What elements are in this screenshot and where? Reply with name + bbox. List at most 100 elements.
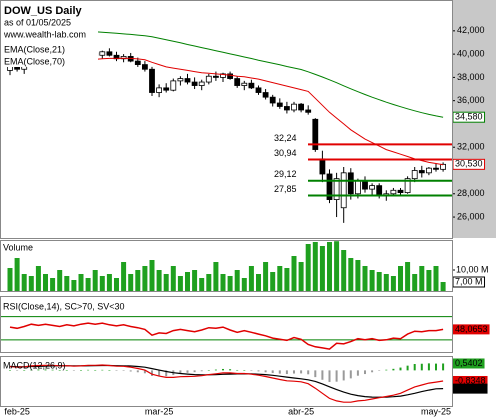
volume-bar — [177, 276, 183, 291]
volume-bar — [319, 246, 325, 291]
volume-bar — [50, 278, 56, 291]
histogram-bar — [165, 370, 168, 377]
histogram-bar — [186, 370, 189, 373]
volume-bar — [440, 282, 446, 291]
price-panel-frame — [0, 0, 453, 239]
candle-body — [262, 92, 269, 98]
candle-body — [149, 68, 155, 93]
histogram-bar — [271, 370, 274, 374]
candle-body — [205, 75, 212, 83]
histogram-bar — [442, 363, 445, 371]
volume-bar — [248, 266, 254, 291]
value-label: 48,0653 — [455, 324, 488, 334]
histogram-bar — [214, 369, 217, 371]
candle-body — [184, 78, 191, 83]
histogram-bar — [58, 370, 61, 371]
histogram-bar — [435, 363, 437, 371]
histogram-bar — [285, 370, 288, 375]
candle-body — [276, 102, 283, 107]
histogram-bar — [229, 369, 232, 371]
legend-box — [2, 3, 98, 67]
x-tick-label: may-25 — [421, 406, 451, 416]
candle-body — [120, 56, 127, 60]
volume-bar — [369, 270, 375, 291]
histogram-bar — [122, 370, 125, 371]
value-label-box — [453, 358, 485, 369]
candle-body — [397, 189, 404, 194]
volume-bar — [213, 262, 219, 291]
histogram-bar — [250, 370, 253, 371]
legend-entry: EMA(Close,21) — [4, 44, 65, 54]
volume-bar — [14, 258, 20, 291]
volume-bar — [156, 270, 162, 291]
chart-title: DOW_US Daily — [4, 5, 83, 17]
y-tick-label: 42,000 — [457, 25, 485, 35]
volume-bar — [85, 278, 91, 291]
volume-bar — [383, 274, 389, 291]
y-tick-label: 38,000 — [457, 72, 485, 82]
candle-body — [212, 75, 219, 78]
x-tick-label: mar-25 — [145, 406, 174, 416]
volume-bar — [135, 270, 141, 291]
volume-bar — [35, 266, 41, 291]
level-label: 30,94 — [274, 148, 297, 158]
volume-bar — [28, 276, 34, 291]
macd-panel-frame — [0, 356, 453, 407]
level-label: 27,85 — [274, 184, 297, 194]
candle-body — [269, 96, 276, 104]
volume-bar — [348, 258, 354, 291]
volume-bar — [284, 268, 290, 291]
histogram-bar — [94, 369, 97, 371]
candle-body — [191, 81, 198, 86]
histogram-bar — [420, 363, 423, 371]
histogram-bar — [335, 370, 338, 382]
histogram-bar — [321, 370, 324, 380]
candle-body — [248, 82, 255, 89]
histogram-bar — [143, 370, 146, 374]
volume-bar — [277, 266, 283, 291]
histogram-bar — [413, 364, 416, 371]
candle-body — [369, 185, 376, 190]
histogram-bar — [37, 369, 40, 371]
histogram-bar — [236, 369, 239, 371]
volume-bar — [355, 260, 361, 291]
y-tick-label: 40,000 — [457, 48, 485, 58]
candle-body — [291, 103, 297, 111]
volume-bar — [327, 242, 332, 291]
volume-bar — [405, 262, 411, 291]
volume-bar — [241, 278, 247, 291]
histogram-bar — [307, 370, 310, 375]
volume-bar — [298, 262, 304, 291]
volume-panel-frame — [0, 240, 453, 292]
histogram-bar — [44, 369, 47, 371]
panel-title: Volume — [3, 242, 33, 252]
volume-bar — [419, 266, 425, 291]
volume-bar — [426, 270, 432, 291]
volume-bar — [106, 274, 112, 291]
candle-body — [440, 163, 447, 170]
histogram-bar — [179, 370, 182, 374]
histogram-bar — [101, 369, 104, 371]
value-label-box — [453, 324, 490, 335]
histogram-bar — [9, 370, 11, 371]
value-label-box — [453, 383, 488, 394]
candle-body — [255, 87, 262, 93]
histogram-bar — [300, 370, 303, 374]
rsi-panel-frame — [0, 296, 453, 353]
histogram-bar — [129, 370, 132, 372]
histogram-bar — [371, 370, 374, 373]
volume-bar — [206, 274, 212, 291]
candle-body — [163, 87, 170, 91]
histogram-bar — [264, 370, 267, 373]
y-tick-label: 32,000 — [457, 142, 485, 152]
candle-body — [227, 73, 234, 79]
volume-bar — [256, 274, 261, 291]
histogram-bar — [23, 370, 26, 371]
candle-body — [99, 51, 106, 56]
histogram-bar — [278, 370, 281, 374]
volume-bar — [220, 274, 226, 291]
histogram-bar — [115, 370, 118, 371]
volume-bar — [57, 270, 63, 291]
